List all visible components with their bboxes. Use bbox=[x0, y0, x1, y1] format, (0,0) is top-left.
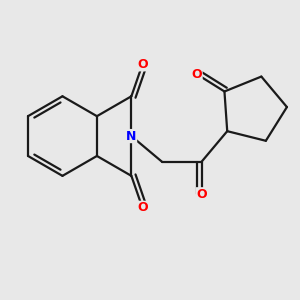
Text: O: O bbox=[137, 58, 148, 71]
Text: N: N bbox=[126, 130, 136, 142]
Text: O: O bbox=[137, 201, 148, 214]
Text: O: O bbox=[191, 68, 202, 81]
Text: O: O bbox=[196, 188, 207, 201]
